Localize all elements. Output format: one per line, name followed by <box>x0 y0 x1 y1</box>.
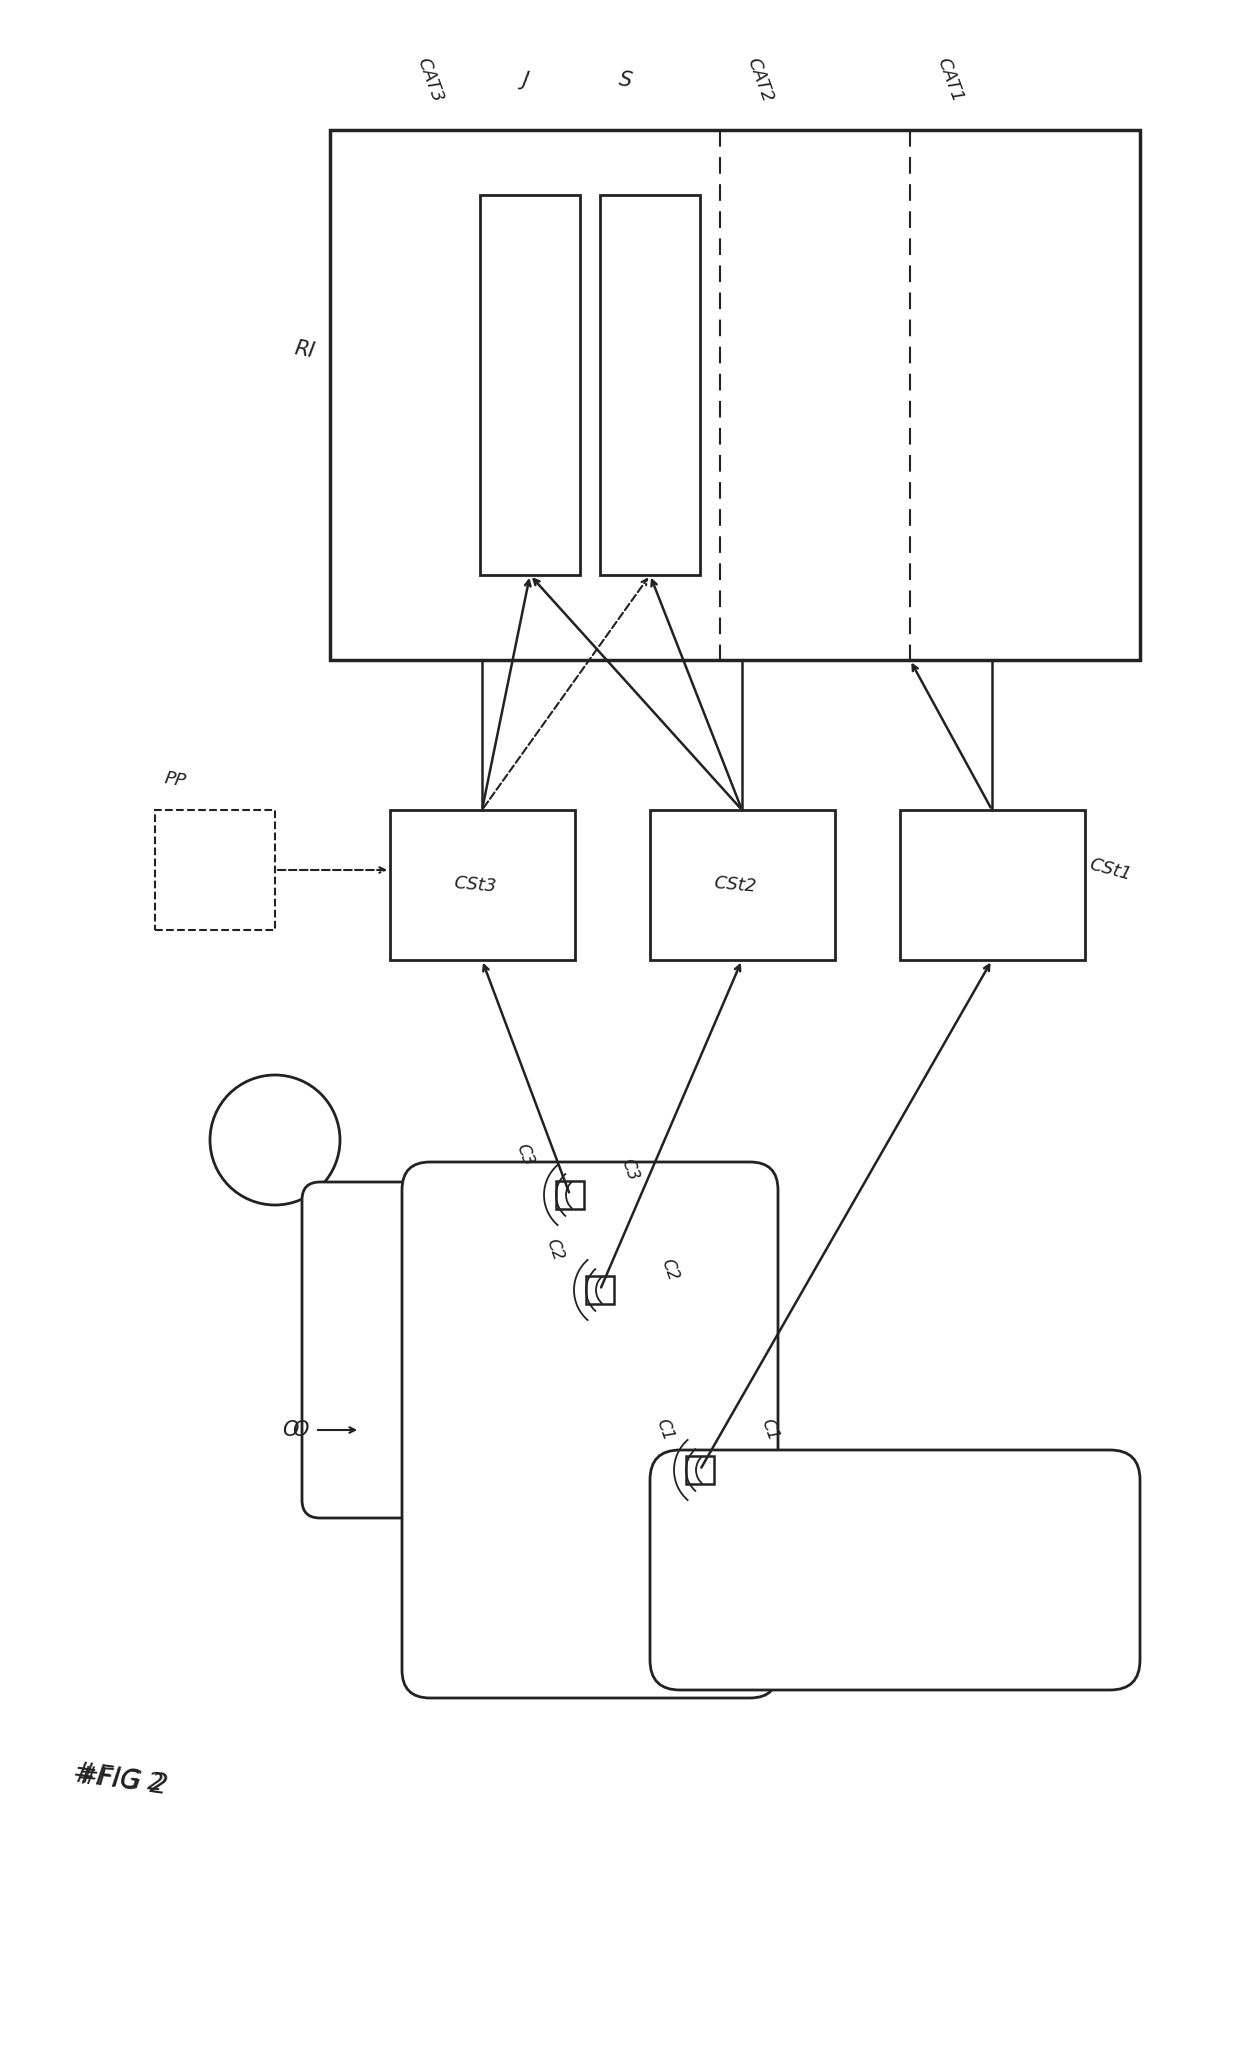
Text: C1: C1 <box>652 1417 677 1444</box>
Bar <box>600 195 701 575</box>
Text: C2: C2 <box>543 1237 567 1264</box>
Text: S: S <box>616 70 634 90</box>
Bar <box>686 1456 714 1485</box>
Text: C3: C3 <box>512 1141 537 1169</box>
Text: O: O <box>291 1419 309 1440</box>
FancyBboxPatch shape <box>303 1182 467 1518</box>
Text: C1: C1 <box>758 1417 782 1444</box>
Text: CAT2: CAT2 <box>744 55 776 104</box>
Text: C2: C2 <box>657 1257 682 1284</box>
FancyBboxPatch shape <box>650 1450 1140 1690</box>
Text: O: O <box>281 1419 298 1440</box>
Bar <box>650 811 835 961</box>
Text: #FIG 2: #FIG 2 <box>76 1763 164 1796</box>
Bar <box>391 811 575 961</box>
Bar <box>480 195 580 575</box>
Text: #FIG 2: #FIG 2 <box>71 1759 169 1800</box>
Bar <box>155 811 275 930</box>
Text: J: J <box>521 70 529 90</box>
Text: C3: C3 <box>618 1157 642 1184</box>
FancyBboxPatch shape <box>402 1161 777 1698</box>
Bar <box>900 811 1085 961</box>
Text: CSt3: CSt3 <box>453 874 497 895</box>
Text: CAT1: CAT1 <box>934 55 966 104</box>
Text: CSt1: CSt1 <box>1087 856 1133 885</box>
Bar <box>556 1182 584 1208</box>
Text: CAT3: CAT3 <box>414 55 446 104</box>
Bar <box>587 1276 614 1305</box>
Text: PP: PP <box>162 770 187 791</box>
Text: CSt2: CSt2 <box>713 874 758 895</box>
Text: RI: RI <box>293 338 317 362</box>
Bar <box>330 129 1140 659</box>
